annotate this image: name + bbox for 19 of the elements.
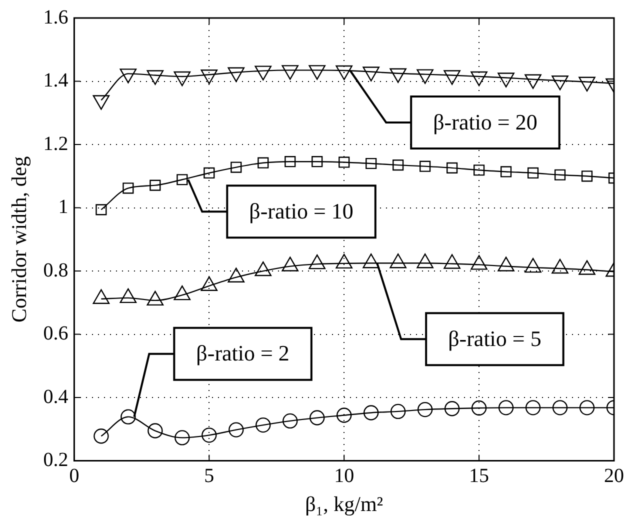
x-tick-label: 10 (334, 465, 354, 488)
x-tick-label: 0 (69, 465, 80, 488)
y-axis-title: Corridor width, deg (7, 156, 32, 323)
y-tick-label: 1.6 (43, 6, 68, 28)
y-tick-label: 1 (58, 196, 68, 218)
y-tick-label: 0.4 (43, 386, 68, 408)
legend-label: β-ratio = 10 (249, 198, 354, 224)
y-tick-label: 1.4 (43, 70, 68, 92)
y-tick-label: 1.2 (43, 132, 68, 155)
text: β-ratio = 5 (448, 326, 542, 351)
y-tick-label: 0.6 (43, 322, 68, 345)
series-label: β-ratio = 20 (433, 109, 538, 134)
y-tick-label: 0.2 (43, 449, 68, 472)
x-tick-label: 5 (204, 465, 214, 488)
y-tick-label: 0.8 (43, 259, 68, 282)
text: β-ratio = 2 (196, 340, 290, 366)
x-tick-label: 20 (604, 465, 624, 488)
x-axis-title: β₁, kg/m² (305, 492, 384, 516)
x-tick-label: 15 (469, 465, 490, 488)
